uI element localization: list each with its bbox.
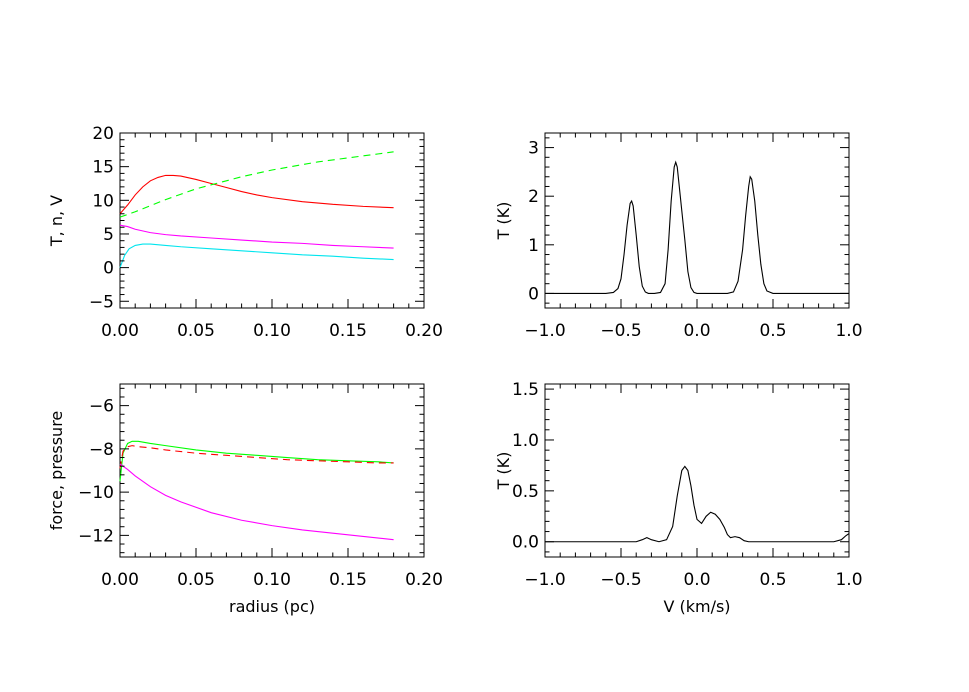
- y-tick-label: 0: [103, 259, 114, 279]
- y-tick-label: −5: [89, 292, 114, 312]
- y-tick-label: 10: [92, 191, 114, 211]
- x-tick-label: 0.00: [101, 570, 139, 590]
- series-line-1: [545, 465, 850, 543]
- y-tick-label: 2: [528, 187, 539, 207]
- y-tick-label: 15: [92, 158, 114, 178]
- y-tick-label: 0.5: [512, 482, 539, 502]
- x-tick-label: 0.15: [329, 321, 367, 341]
- y-tick-label: −12: [78, 526, 114, 546]
- y-tick-label: 1: [528, 236, 539, 256]
- plot-frame: [544, 132, 850, 309]
- x-axis-label: V (km/s): [663, 597, 730, 616]
- y-axis-label: T (K): [494, 452, 513, 491]
- y-axis-label: T, n, V: [47, 195, 66, 247]
- series-line-2: [119, 445, 394, 469]
- y-tick-label: 3: [528, 139, 539, 159]
- series-line-1: [119, 440, 394, 482]
- series-line-1: [545, 160, 849, 294]
- y-tick-label: 5: [103, 225, 114, 245]
- x-tick-label: 0.05: [177, 570, 215, 590]
- series-line-1: [119, 174, 394, 215]
- x-tick-label: 1.0: [835, 321, 862, 341]
- x-tick-label: −1.0: [524, 321, 565, 341]
- x-tick-label: 0.20: [405, 570, 443, 590]
- series-line-3: [119, 463, 394, 541]
- y-tick-label: 20: [92, 124, 114, 144]
- y-tick-label: −8: [89, 440, 114, 460]
- y-tick-label: −10: [78, 483, 114, 503]
- x-tick-label: 0.10: [253, 570, 291, 590]
- y-tick-label: 1.5: [512, 380, 539, 400]
- plot-frame: [544, 383, 850, 558]
- panel-spectrum-top: −1.0 −0.5 0.0 0.5 1.0 0 1 2 3 T (K): [494, 132, 863, 341]
- x-tick-label: 0.10: [253, 321, 291, 341]
- panel-spectrum-bottom: −1.0 −0.5 0.0 0.5 1.0 0.0 0.5 1.0 1.5 T (K) V (km/…: [494, 380, 863, 616]
- y-axis-label: force, pressure: [47, 411, 66, 531]
- series-line-4: [119, 243, 394, 268]
- panel-temperature-density-velocity: 0.00 0.05 0.10 0.15 0.20 −5 0 5 10 15 20 T, n, V: [47, 124, 443, 341]
- x-tick-label: −1.0: [524, 570, 565, 590]
- series-line-3: [119, 224, 394, 249]
- y-axis-label: T (K): [494, 202, 513, 241]
- x-tick-label: 0.5: [759, 570, 786, 590]
- x-tick-label: 0.0: [683, 321, 710, 341]
- x-tick-label: 0.0: [683, 570, 710, 590]
- x-tick-label: 0.5: [759, 321, 786, 341]
- series-line-2: [119, 151, 394, 218]
- y-tick-label: 1.0: [512, 431, 539, 451]
- x-axis-label: radius (pc): [229, 597, 315, 616]
- panel-force-pressure: 0.00 0.05 0.10 0.15 0.20 −12 −10 −8 −6 force, pre…: [47, 383, 443, 616]
- x-tick-label: −0.5: [600, 321, 641, 341]
- x-tick-label: −0.5: [600, 570, 641, 590]
- x-tick-label: 1.0: [835, 570, 862, 590]
- y-tick-label: −6: [89, 397, 114, 417]
- plot-frame: [119, 132, 425, 309]
- x-tick-label: 0.00: [101, 321, 139, 341]
- x-tick-label: 0.05: [177, 321, 215, 341]
- y-tick-label: 0.0: [512, 533, 539, 553]
- x-tick-label: 0.15: [329, 570, 367, 590]
- plot-frame: [119, 383, 425, 558]
- x-tick-label: 0.20: [405, 321, 443, 341]
- y-tick-label: 0: [528, 284, 539, 304]
